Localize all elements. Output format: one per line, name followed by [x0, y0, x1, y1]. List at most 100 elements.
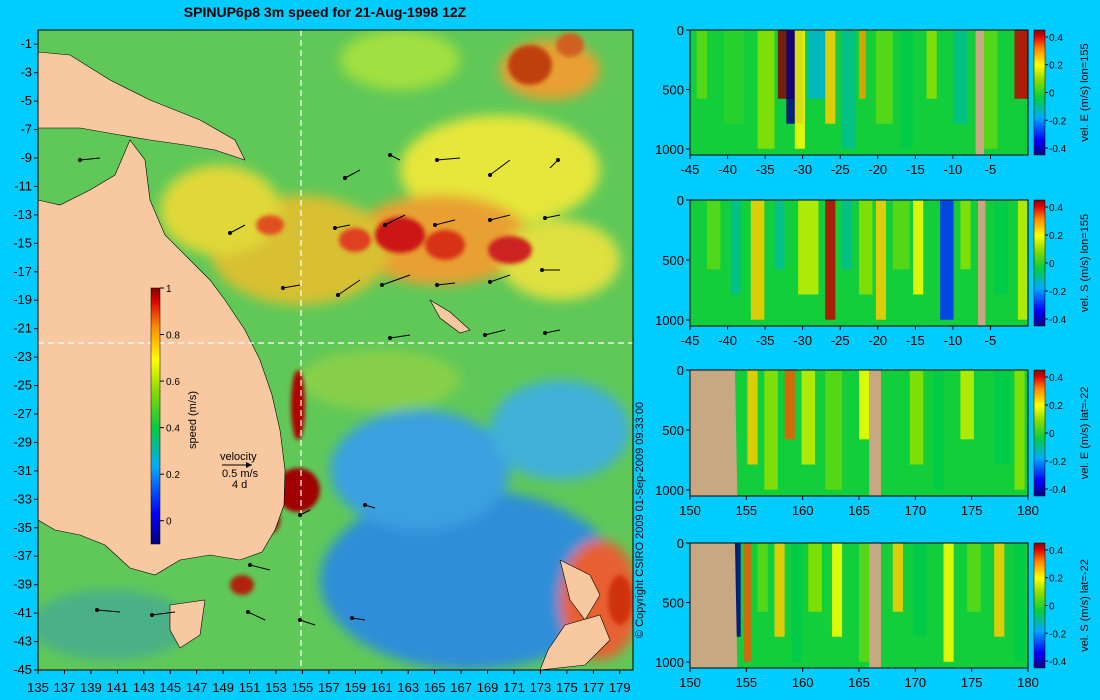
panel-velocity-band: [757, 543, 768, 612]
panel-frame: [689, 29, 1029, 156]
map-y-tick-label: -21: [13, 321, 32, 336]
map-x-tick-label: 175: [556, 680, 578, 695]
panel-velocity-band: [774, 543, 785, 637]
map-x-tick-label: 153: [265, 680, 287, 695]
panel-velocity-band: [733, 543, 741, 637]
speed-colorbar-tick-label: 0.4: [166, 424, 180, 435]
map-y-tick-label: -11: [14, 178, 32, 193]
panel-colorbar-tick-label: -0.4: [1049, 485, 1067, 496]
panel-colorbar-tick-label: -0.4: [1049, 144, 1067, 155]
map-y-tick-label: -33: [13, 491, 32, 506]
panel-colorbar-tick-label: 0.2: [1049, 401, 1063, 412]
panel-velocity-band: [875, 200, 887, 320]
panel-velocity-band: [859, 370, 870, 440]
panel-x-tick-label: -20: [868, 162, 887, 177]
panel-velocity-band: [747, 370, 758, 465]
panel-y-tick-label: 500: [662, 83, 684, 98]
panel-x-tick-label: -40: [718, 162, 737, 177]
panel-y-tick-label: 500: [662, 423, 684, 438]
panel-velocity-band: [825, 200, 836, 320]
panel-x-tick-label: -15: [906, 333, 925, 348]
speed-field: [38, 30, 633, 670]
map-y-tick-label: -29: [13, 434, 32, 449]
panel-velocity-band: [913, 200, 924, 295]
panel-velocity-band: [723, 30, 745, 124]
panel-velocity-band: [801, 370, 816, 465]
map-y-tick-label: -3: [20, 65, 32, 80]
panel-colorbar-tick-label: 0.2: [1049, 574, 1063, 585]
speed-colorbar-tick-label: 0: [166, 517, 172, 528]
panel-colorbar-label: vel. E (m/s) lon=155: [1079, 43, 1091, 141]
panel-x-tick-label: -20: [868, 333, 887, 348]
panel-x-tick-label: 165: [848, 503, 870, 518]
panel-colorbar-tick-label: 0.4: [1049, 546, 1063, 557]
panel-velocity-band: [953, 30, 968, 124]
panel-y-tick-label: 0: [677, 23, 684, 38]
map-y-tick-label: -27: [13, 406, 32, 421]
map-x-tick-label: 147: [186, 680, 208, 695]
panel-frame: [689, 199, 1029, 327]
map-y-tick-label: -31: [13, 463, 32, 478]
panel-colorbar-label: vel. S (m/s) lat=-22: [1079, 559, 1091, 652]
panel-colorbar-tick-label: -0.2: [1049, 116, 1067, 127]
panel-colorbar-label: vel. E (m/s) lat=-22: [1079, 387, 1091, 480]
panel-velocity-band: [899, 30, 914, 149]
panel-x-tick-label: -25: [831, 162, 850, 177]
panel-velocity-band: [825, 30, 836, 124]
panel-velocity-band: [892, 200, 910, 270]
speed-colorbar-gradient: [150, 287, 161, 545]
panel-seafloor: [975, 30, 985, 155]
panel-colorbar-tick-label: 0: [1049, 259, 1055, 270]
velocity-legend: velocity 0.5 m/s 4 d: [220, 451, 259, 491]
panel-velocity-band: [831, 543, 843, 637]
map-x-tick-label: 173: [530, 680, 552, 695]
new-guinea: [38, 51, 246, 161]
speed-map-chart: SPINUP6p8 3m speed for 21-Aug-1998 12Z: [13, 4, 646, 695]
map-y-tick-label: -39: [13, 577, 32, 592]
panel-velocity-band: [1014, 370, 1025, 490]
panel-velocity-band: [696, 30, 707, 99]
panel-velocity-band: [750, 200, 765, 320]
panel-seafloor: [690, 370, 738, 496]
map-x-tick-label: 149: [212, 680, 234, 695]
panel-x-tick-label: -40: [718, 333, 737, 348]
map-y-tick-label: -17: [13, 264, 32, 279]
panel-velocity-band: [825, 370, 843, 490]
panel-x-tick-label: 150: [679, 675, 701, 690]
panel-colorbar: [1033, 29, 1046, 156]
panel-velocity-band: [842, 200, 853, 270]
panel-x-tick-label: -45: [681, 162, 700, 177]
panel-velocity-band: [757, 30, 775, 149]
map-y-tick-label: -37: [13, 548, 32, 563]
map-x-tick-label: 163: [397, 680, 419, 695]
panel-x-tick-label: -25: [831, 333, 850, 348]
panel-x-tick-label: -15: [906, 162, 925, 177]
speed-colorbar-label: speed (m/s): [187, 391, 199, 449]
panel-x-tick-label: -5: [985, 333, 997, 348]
panel-velocity-band: [1014, 30, 1028, 99]
section-panels: -45 -40 -35 -30 -25 -20 -15 -10 -5 0 500 1000 0.4 0.2…: [655, 23, 1091, 690]
panel-colorbar-tick-label: 0: [1049, 429, 1055, 440]
new-zealand-north: [559, 559, 601, 621]
map-y-axis: -1 -3 -5 -7 -9 -11 -13 -15 -17 -19 -21 -23 -25 -27 -29…: [13, 36, 38, 677]
map-x-tick-label: 143: [133, 680, 155, 695]
panel-velocity-band: [994, 543, 1005, 637]
panel-velocity-band: [960, 200, 971, 270]
map-x-tick-label: 165: [424, 680, 446, 695]
panel-colorbar-tick-label: 0.4: [1049, 203, 1063, 214]
panel-velocity-band: [960, 370, 974, 440]
panel-velocity-band: [764, 370, 778, 490]
velocity-legend-arrowhead: [246, 462, 252, 468]
new-zealand-south: [539, 614, 611, 670]
panel-velocity-band: [1017, 200, 1028, 320]
velocity-legend-time: 4 d: [232, 479, 247, 491]
panel-velocity-band: [859, 200, 873, 295]
panel-x-tick-label: 170: [904, 675, 926, 690]
panel-colorbar-tick-label: -0.4: [1049, 315, 1067, 326]
panel-y-tick-label: 0: [677, 536, 684, 551]
panel-vel-E-lat-22: 150 155 160 165 170 175 180 0 500 1000 0.4 0.2 0 -0.2…: [655, 363, 1091, 518]
panel-velocity-band: [913, 543, 927, 637]
panel-velocity-band: [730, 200, 741, 295]
panel-x-tick-label: 160: [792, 503, 814, 518]
panel-seafloor: [869, 370, 881, 496]
